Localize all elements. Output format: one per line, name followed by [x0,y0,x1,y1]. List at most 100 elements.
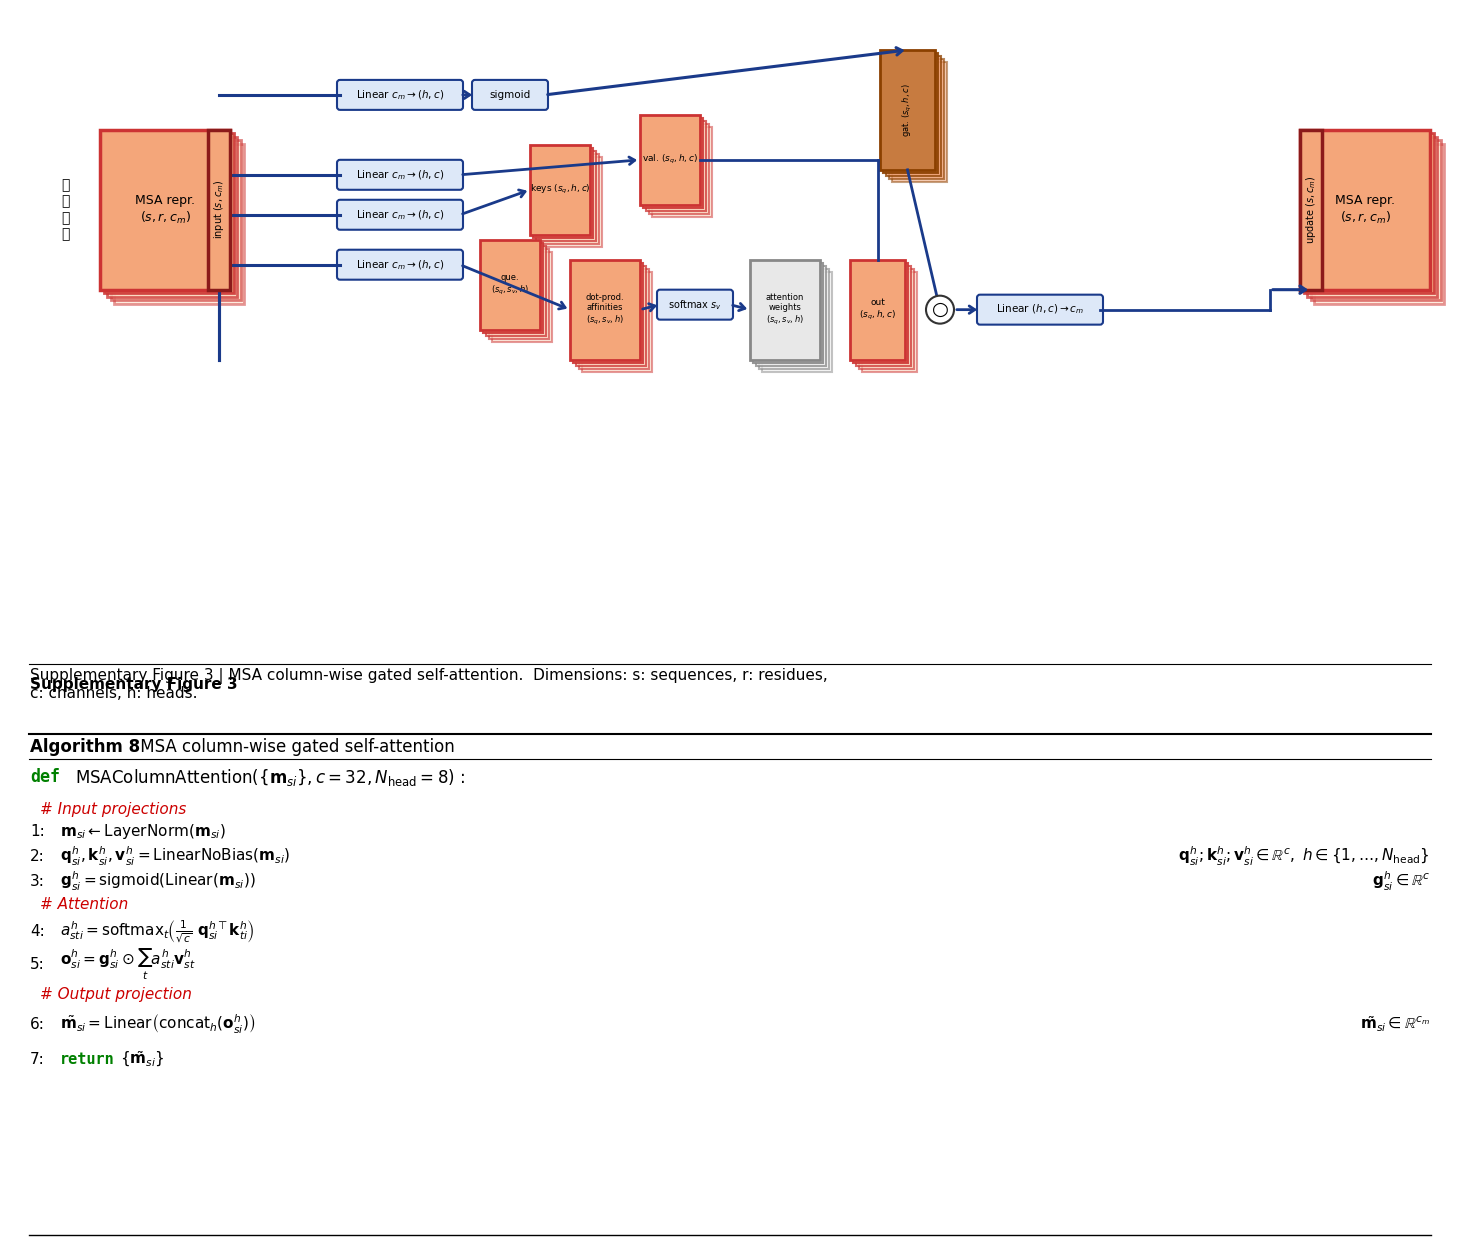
FancyBboxPatch shape [577,265,645,366]
FancyBboxPatch shape [99,130,231,290]
Text: input $(s,c_m)$: input $(s,c_m)$ [212,180,226,239]
Text: $\mathbf{m}_{si} \leftarrow \mathrm{LayerNorm}(\mathbf{m}_{si})$: $\mathbf{m}_{si} \leftarrow \mathrm{Laye… [60,822,226,841]
Text: keys $(s_q,h,c)$: keys $(s_q,h,c)$ [530,184,590,196]
Circle shape [926,295,953,324]
Text: $\mathbf{q}_{si}^h, \mathbf{k}_{si}^h, \mathbf{v}_{si}^h = \mathrm{LinearNoBias}: $\mathbf{q}_{si}^h, \mathbf{k}_{si}^h, \… [60,844,291,868]
FancyBboxPatch shape [1307,136,1437,296]
FancyBboxPatch shape [850,259,905,360]
Text: 4:: 4: [31,924,45,939]
FancyBboxPatch shape [107,136,237,296]
FancyBboxPatch shape [650,124,710,213]
Text: attention
weights
$(s_q,s_v,h)$: attention weights $(s_q,s_v,h)$ [766,293,804,327]
FancyBboxPatch shape [1314,144,1444,304]
FancyBboxPatch shape [642,118,704,208]
Text: $a_{sti}^h = \mathrm{softmax}_t\left(\frac{1}{\sqrt{c}}\ \mathbf{q}_{si}^{h\top}: $a_{sti}^h = \mathrm{softmax}_t\left(\fr… [60,919,254,945]
FancyBboxPatch shape [337,79,463,110]
Text: def: def [31,769,60,786]
FancyBboxPatch shape [533,148,593,238]
FancyBboxPatch shape [539,154,599,244]
FancyBboxPatch shape [880,50,934,170]
Text: $\tilde{\mathbf{m}}_{si} = \mathrm{Linear}\left(\mathrm{concat}_h(\mathbf{o}_{si: $\tilde{\mathbf{m}}_{si} = \mathrm{Linea… [60,1013,255,1037]
FancyBboxPatch shape [337,200,463,229]
FancyBboxPatch shape [480,239,540,330]
Text: 7:: 7: [31,1053,45,1068]
FancyBboxPatch shape [572,263,642,362]
Text: $\{\tilde{\mathbf{m}}_{si}\}$: $\{\tilde{\mathbf{m}}_{si}\}$ [120,1050,165,1069]
Text: Linear $c_m{\to}(h,c)$: Linear $c_m{\to}(h,c)$ [356,258,444,272]
FancyBboxPatch shape [542,156,602,247]
Text: $\tilde{\mathbf{m}}_{si} \in \mathbb{R}^{c_m}$: $\tilde{\mathbf{m}}_{si} \in \mathbb{R}^… [1359,1014,1429,1034]
Text: out
$(s_q,h,c)$: out $(s_q,h,c)$ [858,298,896,321]
FancyBboxPatch shape [1304,134,1434,293]
Text: MSA repr.
$(s,r,c_m)$: MSA repr. $(s,r,c_m)$ [1334,193,1394,226]
FancyBboxPatch shape [207,130,231,290]
Text: # Input projections: # Input projections [39,802,187,817]
Text: 5:: 5: [31,957,45,972]
FancyBboxPatch shape [645,120,707,211]
Text: update $(s,c_m)$: update $(s,c_m)$ [1304,176,1318,244]
Text: softmax $s_v$: softmax $s_v$ [669,298,721,311]
FancyBboxPatch shape [337,249,463,280]
Text: que.
$(s_q,s_v,h)$: que. $(s_q,s_v,h)$ [491,273,529,296]
Text: Supplementary Figure 3: Supplementary Figure 3 [31,677,238,692]
Text: Linear $(h,c){\to}c_m$: Linear $(h,c){\to}c_m$ [996,303,1085,316]
Text: # Output projection: # Output projection [39,987,191,1002]
Text: $\mathbf{q}_{si}^h; \mathbf{k}_{si}^h; \mathbf{v}_{si}^h \in \mathbb{R}^c,\ h \i: $\mathbf{q}_{si}^h; \mathbf{k}_{si}^h; \… [1178,844,1429,868]
FancyBboxPatch shape [657,290,733,320]
FancyBboxPatch shape [756,265,826,366]
FancyBboxPatch shape [483,243,543,332]
FancyBboxPatch shape [892,62,948,182]
FancyBboxPatch shape [889,60,945,179]
FancyBboxPatch shape [858,269,914,368]
FancyBboxPatch shape [472,79,548,110]
FancyBboxPatch shape [580,269,650,368]
FancyBboxPatch shape [753,263,823,362]
FancyBboxPatch shape [759,269,829,368]
FancyBboxPatch shape [883,53,937,172]
Text: gat. $(s_q,h,c)$: gat. $(s_q,h,c)$ [901,83,914,136]
FancyBboxPatch shape [492,252,552,341]
FancyBboxPatch shape [337,160,463,190]
FancyBboxPatch shape [861,272,917,372]
Text: 6:: 6: [31,1017,45,1032]
Text: Supplementary Figure 3 | MSA column-wise gated self-attention.  Dimensions: s: s: Supplementary Figure 3 | MSA column-wise… [31,667,828,701]
Text: $\mathbf{g}_{si}^h \in \mathbb{R}^c$: $\mathbf{g}_{si}^h \in \mathbb{R}^c$ [1371,869,1429,893]
Text: Linear $c_m{\to}(h,c)$: Linear $c_m{\to}(h,c)$ [356,167,444,181]
Text: MSA repr.
$(s,r,c_m)$: MSA repr. $(s,r,c_m)$ [134,193,196,226]
FancyBboxPatch shape [569,259,639,360]
FancyBboxPatch shape [977,295,1102,325]
FancyBboxPatch shape [853,263,908,362]
FancyBboxPatch shape [653,126,712,217]
Text: sigmoid: sigmoid [489,89,530,100]
FancyBboxPatch shape [111,140,241,300]
FancyBboxPatch shape [1311,140,1441,300]
Text: Linear $c_m{\to}(h,c)$: Linear $c_m{\to}(h,c)$ [356,88,444,102]
FancyBboxPatch shape [530,145,590,234]
FancyBboxPatch shape [1299,130,1429,290]
Text: dot-prod.
affinities
$(s_q,s_v,h)$: dot-prod. affinities $(s_q,s_v,h)$ [585,293,625,327]
Text: ○: ○ [931,300,949,319]
Text: Algorithm 8: Algorithm 8 [31,738,140,756]
Text: 2:: 2: [31,849,45,864]
Text: MSAColumnAttention($\{\mathbf{m}_{si}\}, c = 32, N_{\mathrm{head}} = 8$) :: MSAColumnAttention($\{\mathbf{m}_{si}\},… [74,766,466,787]
Text: 🐦
🐕
🐟
🦎: 🐦 🐕 🐟 🦎 [61,179,69,241]
Text: # Attention: # Attention [39,897,128,911]
FancyBboxPatch shape [762,272,832,372]
FancyBboxPatch shape [639,115,699,205]
Text: 3:: 3: [31,874,45,889]
Text: MSA column-wise gated self-attention: MSA column-wise gated self-attention [134,738,454,756]
Text: $\mathbf{g}_{si}^h = \mathrm{sigmoid}\left(\mathrm{Linear}(\mathbf{m}_{si})\righ: $\mathbf{g}_{si}^h = \mathrm{sigmoid}\le… [60,869,255,893]
FancyBboxPatch shape [886,56,942,176]
FancyBboxPatch shape [114,144,244,304]
FancyBboxPatch shape [1299,130,1321,290]
Text: return: return [60,1053,115,1068]
Text: 1:: 1: [31,823,45,839]
Text: $\mathbf{o}_{si}^h = \mathbf{g}_{si}^h \odot \sum_t a_{sti}^h \mathbf{v}_{st}^h$: $\mathbf{o}_{si}^h = \mathbf{g}_{si}^h \… [60,947,196,982]
FancyBboxPatch shape [750,259,821,360]
FancyBboxPatch shape [536,151,596,241]
FancyBboxPatch shape [489,249,549,339]
FancyBboxPatch shape [486,246,546,336]
FancyBboxPatch shape [583,272,653,372]
FancyBboxPatch shape [856,265,911,366]
Text: Linear $c_m{\to}(h,c)$: Linear $c_m{\to}(h,c)$ [356,208,444,222]
